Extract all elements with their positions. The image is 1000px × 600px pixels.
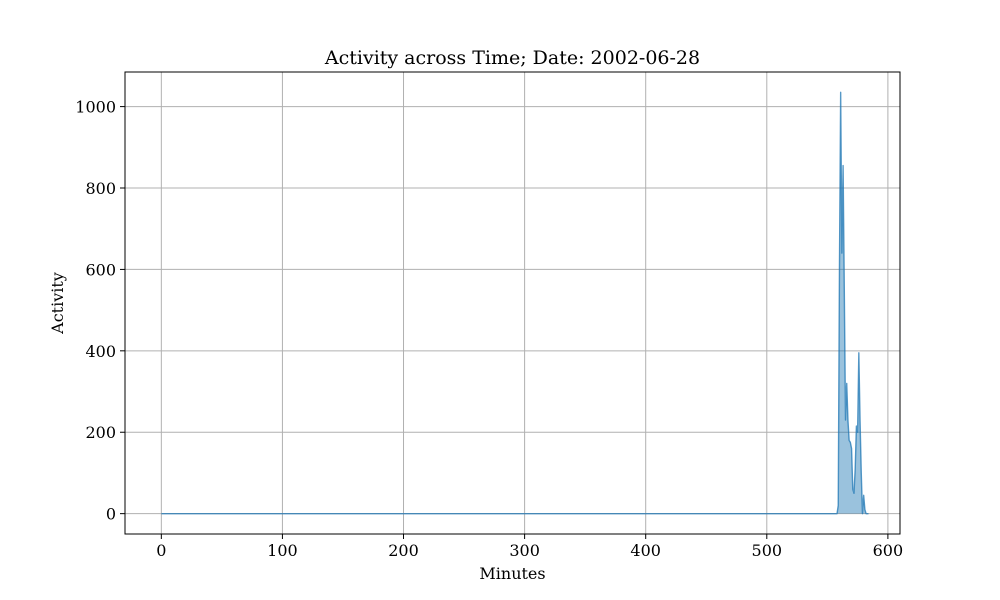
x-axis-label: Minutes — [479, 564, 545, 583]
y-axis-label: Activity — [48, 272, 67, 335]
x-tick-label: 500 — [752, 541, 783, 560]
x-tick-label: 0 — [156, 541, 166, 560]
y-tick-label: 200 — [85, 423, 116, 442]
x-tick-label: 100 — [267, 541, 298, 560]
x-tick-label: 600 — [873, 541, 904, 560]
chart-title: Activity across Time; Date: 2002-06-28 — [324, 47, 700, 69]
y-tick-label: 400 — [85, 342, 116, 361]
y-tick-label: 1000 — [75, 98, 116, 117]
plot-frame — [124, 71, 901, 535]
y-tick-label: 800 — [85, 179, 116, 198]
activity-line — [161, 91, 869, 515]
y-tick-label: 0 — [106, 505, 116, 524]
activity-area-fill — [161, 92, 869, 514]
data-layer — [161, 91, 869, 515]
ticks: 0 100 200 300 400 500 600 0 200 400 600 800 1000 — [75, 98, 903, 560]
x-tick-label: 200 — [388, 541, 419, 560]
x-tick-label: 400 — [630, 541, 661, 560]
y-tick-label: 600 — [85, 260, 116, 279]
x-tick-label: 300 — [509, 541, 540, 560]
grid — [125, 72, 900, 534]
